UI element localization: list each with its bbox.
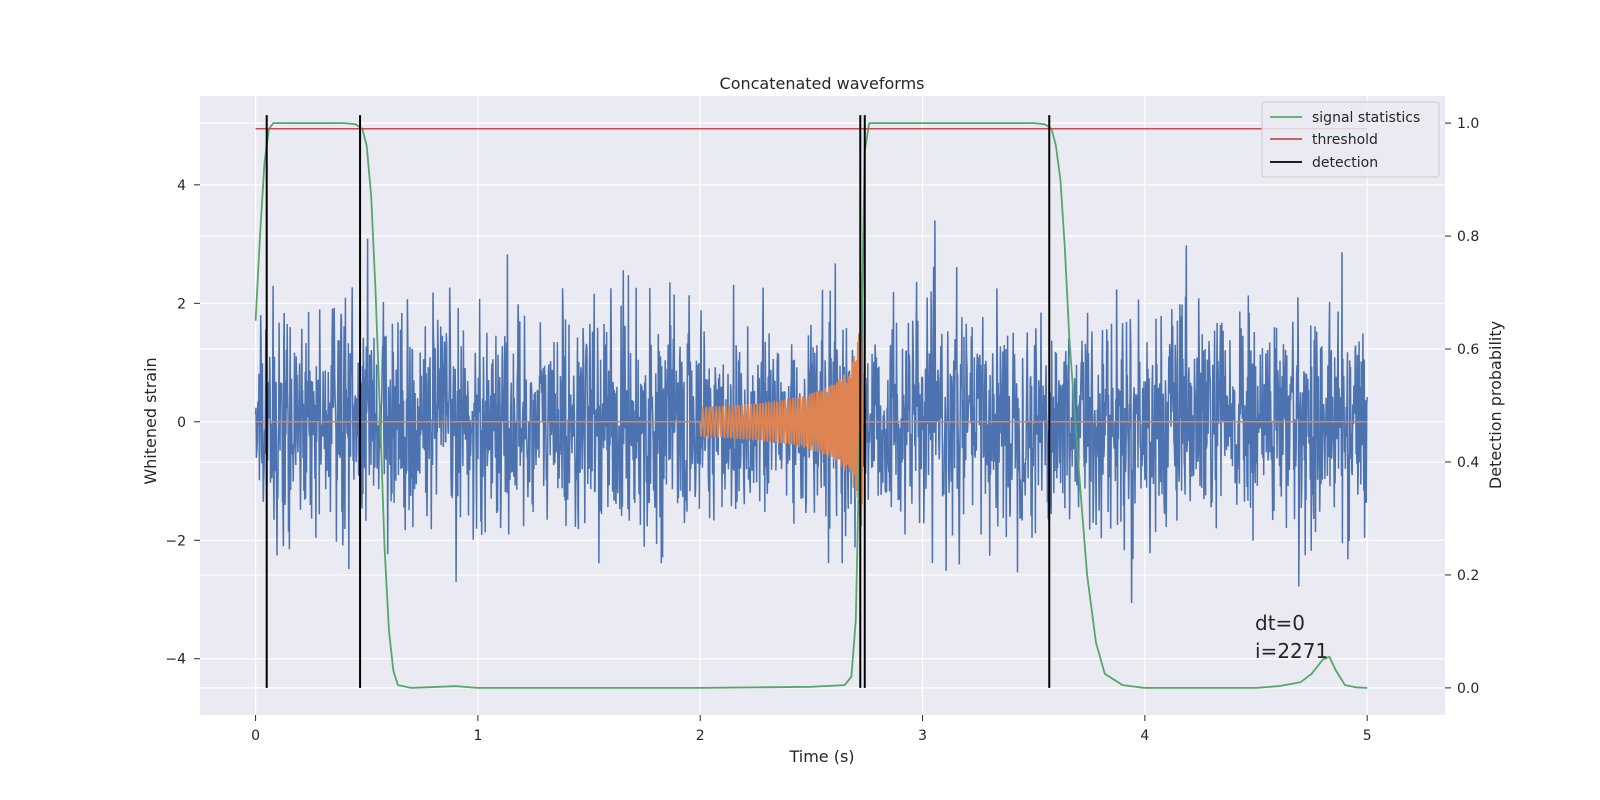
legend-label-threshold: threshold: [1312, 132, 1378, 148]
x-tick-label: 3: [918, 728, 927, 744]
legend-label-signal-statistics: signal statistics: [1312, 110, 1420, 126]
y-tick-label: 4: [177, 178, 186, 194]
y-axis-ticks: −4 −2 0 2 4: [165, 178, 200, 668]
annotation-index: i=2271: [1255, 639, 1328, 663]
template-series-line: [255, 306, 1368, 527]
annotation-dt: dt=0: [1255, 611, 1305, 635]
x-tick-label: 1: [473, 728, 482, 744]
detection-lines: [265, 115, 1051, 688]
y-tick-label: −2: [165, 533, 186, 549]
x-tick-label: 5: [1363, 728, 1372, 744]
y2-tick-label: 1.0: [1457, 116, 1479, 132]
y2-tick-label: 0.4: [1457, 455, 1479, 471]
chart-title: Concatenated waveforms: [720, 74, 925, 93]
x-tick-label: 2: [696, 728, 705, 744]
x-axis-ticks: 0 1 2 3 4 5: [251, 715, 1372, 744]
y-axis-label: Whitened strain: [141, 357, 160, 484]
y-tick-label: −4: [165, 652, 186, 668]
y-tick-label: 2: [177, 296, 186, 312]
y2-tick-label: 0.6: [1457, 342, 1479, 358]
y2-axis-ticks: 0.0 0.2 0.4 0.6 0.8 1.0: [1445, 116, 1479, 697]
legend-box: [1261, 101, 1440, 178]
x-tick-label: 4: [1140, 728, 1149, 744]
signal-statistics-line: [254, 122, 1368, 689]
y-tick-label: 0: [177, 415, 186, 431]
y2-tick-label: 0.8: [1457, 229, 1479, 245]
y2-tick-label: 0.0: [1457, 681, 1479, 697]
x-tick-label: 0: [251, 728, 260, 744]
y2-tick-label: 0.2: [1457, 568, 1479, 584]
legend: signal statistics threshold detection: [1261, 101, 1440, 178]
legend-label-detection: detection: [1312, 155, 1378, 171]
y2-axis-label: Detection probability: [1486, 321, 1505, 489]
x-axis-label: Time (s): [788, 747, 854, 766]
